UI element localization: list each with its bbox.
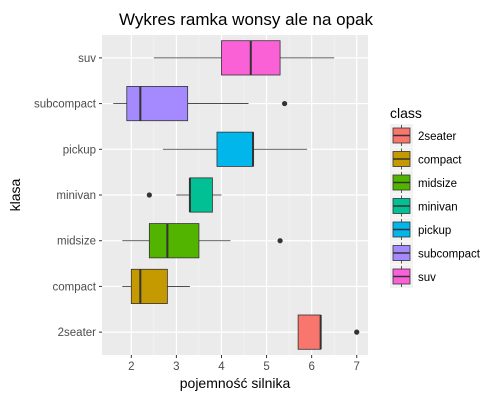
y-tick-label: minivan bbox=[56, 190, 96, 202]
y-axis-title: klasa bbox=[7, 178, 23, 211]
box-midsize bbox=[122, 223, 283, 259]
box-body bbox=[216, 131, 254, 167]
box-suv bbox=[153, 40, 335, 76]
legend-label: midsize bbox=[418, 178, 457, 190]
legend-label: 2seater bbox=[418, 131, 457, 143]
legend-item-compact: compact bbox=[390, 147, 462, 171]
legend: class 2seater compact midsize minivan pickup… bbox=[390, 105, 481, 288]
box-minivan bbox=[146, 177, 222, 213]
box-subcompact bbox=[113, 86, 288, 122]
box-body bbox=[126, 86, 189, 122]
y-tick-label: midsize bbox=[57, 236, 96, 248]
y-tick-label: pickup bbox=[63, 144, 96, 156]
box-2seater bbox=[297, 314, 360, 350]
box-body bbox=[148, 223, 200, 259]
x-tick-label: 6 bbox=[308, 361, 314, 373]
legend-label: suv bbox=[418, 272, 436, 284]
legend-title: class bbox=[390, 105, 422, 121]
legend-label: compact bbox=[418, 155, 462, 167]
chart-title: Wykres ramka wonsy ale na opak bbox=[119, 10, 374, 29]
y-axis: 2seater compact midsize minivan pickup subcom… bbox=[34, 53, 102, 339]
legend-items: 2seater compact midsize minivan pickup subcom… bbox=[390, 124, 481, 288]
legend-item-minivan: minivan bbox=[390, 194, 458, 218]
legend-item-pickup: pickup bbox=[390, 218, 451, 241]
outlier-point bbox=[281, 100, 288, 107]
box-body bbox=[297, 314, 322, 350]
outlier-point bbox=[277, 238, 283, 244]
y-tick-label: subcompact bbox=[34, 99, 97, 111]
legend-item-midsize: midsize bbox=[390, 171, 457, 194]
x-axis: 2 3 4 5 6 7 bbox=[128, 355, 360, 373]
legend-label: subcompact bbox=[418, 249, 481, 261]
x-axis-title: pojemność silnika bbox=[180, 375, 291, 391]
legend-label: pickup bbox=[418, 225, 451, 237]
y-tick-label: 2seater bbox=[58, 327, 97, 339]
box-body bbox=[189, 177, 213, 213]
x-tick-label: 4 bbox=[218, 361, 225, 373]
legend-item-2seater: 2seater bbox=[390, 124, 457, 147]
outlier-point bbox=[354, 329, 360, 335]
legend-item-subcompact: subcompact bbox=[390, 241, 481, 265]
legend-label: minivan bbox=[418, 202, 458, 214]
legend-item-suv: suv bbox=[390, 265, 436, 288]
grid-layer bbox=[102, 35, 368, 355]
box-pickup bbox=[162, 131, 308, 167]
x-tick-label: 3 bbox=[173, 361, 179, 373]
box-compact bbox=[122, 268, 190, 304]
outlier-point bbox=[146, 192, 152, 198]
box-layer bbox=[113, 40, 360, 350]
x-tick-label: 5 bbox=[263, 361, 269, 373]
x-tick-label: 7 bbox=[354, 361, 360, 373]
box-body bbox=[130, 268, 168, 304]
y-tick-label: suv bbox=[78, 53, 96, 65]
y-tick-label: compact bbox=[53, 281, 97, 293]
x-tick-label: 2 bbox=[128, 361, 134, 373]
